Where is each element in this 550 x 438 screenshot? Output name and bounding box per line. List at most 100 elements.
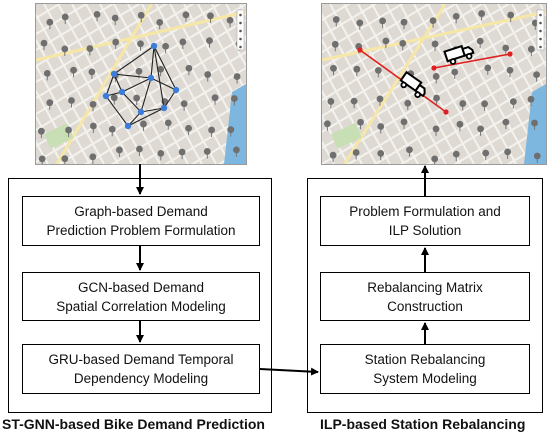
map-pin-icon bbox=[509, 98, 517, 109]
system-modeling-line1: Station Rebalancing bbox=[364, 352, 486, 367]
zoom-control-icon bbox=[236, 9, 245, 51]
map-pin-icon bbox=[227, 126, 235, 137]
map-pin-icon bbox=[233, 146, 240, 157]
map-pin-icon bbox=[116, 146, 123, 157]
demand-map-graphic bbox=[36, 4, 246, 164]
map-pin-icon bbox=[404, 99, 412, 111]
truck-icon bbox=[443, 44, 475, 65]
map-pin-icon bbox=[482, 149, 490, 161]
system-modeling-line2: System Modeling bbox=[373, 371, 477, 386]
rebalancing-caption: ILP-based Station Rebalancing bbox=[320, 416, 526, 432]
route-endpoint bbox=[443, 109, 449, 115]
map-pin-icon bbox=[478, 10, 486, 21]
map-pin-icon bbox=[164, 119, 172, 130]
map-pin-icon bbox=[61, 155, 69, 164]
gcn-modeling-line2: Spatial Correlation Modeling bbox=[56, 298, 226, 314]
graph-node bbox=[150, 42, 158, 50]
map-pin-icon bbox=[110, 94, 118, 105]
map-pin-icon bbox=[406, 146, 413, 157]
map-pin-icon bbox=[484, 64, 492, 75]
map-pin-icon bbox=[93, 10, 101, 22]
map-pin-icon bbox=[68, 97, 75, 108]
map-pin-icon bbox=[61, 13, 69, 24]
map-pin-icon bbox=[137, 11, 145, 23]
ilp-formulation-line2: ILP Solution bbox=[388, 223, 462, 238]
map-pin-icon bbox=[377, 149, 385, 161]
map-pin-icon bbox=[70, 66, 77, 78]
map-pin-icon bbox=[379, 17, 386, 28]
map-pin-icon bbox=[459, 100, 467, 111]
route-endpoint bbox=[507, 51, 513, 57]
map-pin-icon bbox=[431, 40, 439, 51]
map-pin-icon bbox=[207, 12, 214, 23]
map-pin-icon bbox=[332, 16, 340, 27]
map-pin-icon bbox=[185, 124, 192, 136]
map-pin-icon bbox=[230, 95, 238, 106]
map-pin-icon bbox=[133, 94, 141, 106]
map-pin-icon bbox=[452, 12, 460, 24]
map-pin-icon bbox=[432, 125, 440, 136]
map-pin-icon bbox=[40, 39, 48, 51]
gru-modeling-line1: GRU-based Demand Temporal bbox=[48, 352, 234, 367]
rebalancing-map bbox=[321, 3, 547, 165]
map-pin-icon bbox=[399, 39, 407, 51]
map-pin-icon bbox=[156, 18, 164, 30]
water-area bbox=[224, 84, 246, 164]
graph-nodes bbox=[102, 42, 180, 130]
rebalancing-matrix-line1: Rebalancing Matrix bbox=[367, 279, 483, 295]
graph-node bbox=[124, 122, 132, 130]
map-pin-icon bbox=[89, 122, 97, 133]
map-pin-icon bbox=[531, 119, 538, 131]
graph-edge bbox=[105, 73, 115, 97]
map-pin-icon bbox=[452, 150, 460, 162]
ilp-formulation-line1: Problem Formulation and bbox=[349, 204, 501, 219]
graph-node bbox=[118, 88, 126, 96]
map-pin-icon bbox=[111, 14, 119, 26]
gcn-modeling-line1: GCN-based Demand bbox=[77, 279, 205, 295]
graph-edge bbox=[113, 73, 123, 93]
demand-map bbox=[35, 3, 247, 165]
map-pin-icon bbox=[507, 11, 515, 22]
graph-formulation-line2: Prediction Problem Formulation bbox=[46, 223, 236, 238]
graph-edge bbox=[153, 45, 165, 109]
graph-edge bbox=[153, 45, 177, 91]
graph-edge bbox=[121, 91, 142, 113]
map-pin-icon bbox=[88, 68, 96, 79]
map-pin-icon bbox=[211, 94, 219, 105]
map-pin-icon bbox=[108, 125, 116, 137]
map-pin-icon bbox=[481, 100, 488, 111]
map-pin-icon bbox=[323, 120, 331, 131]
map-pin-icon bbox=[208, 126, 216, 137]
map-pin-icon bbox=[502, 118, 510, 130]
map-pin-icon bbox=[353, 65, 361, 77]
station-pins bbox=[323, 10, 541, 164]
map-pin-icon bbox=[527, 95, 535, 107]
system-modeling-box: Station Rebalancing System Modeling bbox=[320, 344, 530, 394]
route-endpoint bbox=[431, 65, 437, 71]
map-pin-icon bbox=[204, 71, 212, 82]
graph-edge bbox=[140, 107, 165, 113]
map-pin-icon bbox=[46, 99, 54, 110]
map-pin-icon bbox=[157, 149, 165, 161]
map-pin-icon bbox=[89, 100, 97, 112]
map-pin-icon bbox=[43, 69, 51, 81]
map-pin-icon bbox=[350, 97, 358, 109]
map-pin-icon bbox=[162, 42, 169, 54]
map-pin-icon bbox=[502, 44, 510, 56]
graph-edge bbox=[150, 45, 155, 79]
prediction-caption: ST-GNN-based Bike Demand Prediction bbox=[2, 416, 265, 432]
map-pin-icon bbox=[377, 123, 385, 134]
graph-formulation-line1: Graph-based Demand bbox=[74, 204, 208, 219]
gru-modeling-line2: Dependency Modeling bbox=[73, 371, 209, 386]
map-pin-icon bbox=[376, 95, 384, 106]
map-pin-icon bbox=[89, 153, 97, 164]
rebalancing-matrix-line2: Construction bbox=[387, 298, 463, 314]
map-pin-icon bbox=[429, 17, 437, 28]
gcn-modeling-box: GCN-based Demand Spatial Correlation Mod… bbox=[22, 272, 260, 321]
graph-edge bbox=[127, 107, 165, 127]
graph-node bbox=[137, 108, 145, 116]
map-pin-icon bbox=[527, 45, 535, 57]
route-endpoint bbox=[357, 47, 363, 53]
map-pin-icon bbox=[38, 155, 46, 164]
